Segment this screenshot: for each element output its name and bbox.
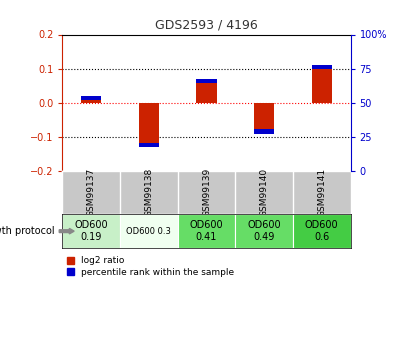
Bar: [312, 65, 332, 69]
Bar: [312, 65, 332, 103]
Text: OD600
0.49: OD600 0.49: [247, 220, 281, 242]
Bar: [139, 143, 159, 147]
Text: OD600 0.3: OD600 0.3: [127, 227, 171, 236]
Bar: [81, 96, 102, 103]
Text: OD600
0.19: OD600 0.19: [75, 220, 108, 242]
Legend: log2 ratio, percentile rank within the sample: log2 ratio, percentile rank within the s…: [67, 256, 235, 277]
Bar: [62, 214, 120, 248]
Bar: [196, 79, 217, 83]
Bar: [81, 96, 102, 100]
Bar: [254, 129, 274, 134]
Title: GDS2593 / 4196: GDS2593 / 4196: [155, 19, 258, 32]
Text: OD600
0.41: OD600 0.41: [190, 220, 223, 242]
Bar: [139, 103, 159, 147]
Text: OD600
0.6: OD600 0.6: [305, 220, 339, 242]
Bar: [235, 214, 293, 248]
Bar: [196, 79, 217, 103]
Text: GSM99137: GSM99137: [87, 168, 96, 217]
Bar: [254, 103, 274, 134]
Bar: [293, 214, 351, 248]
Text: GSM99139: GSM99139: [202, 168, 211, 217]
Bar: [120, 214, 178, 248]
Text: growth protocol: growth protocol: [0, 226, 54, 236]
Bar: [178, 214, 235, 248]
Text: GSM99140: GSM99140: [260, 168, 269, 217]
Text: GSM99141: GSM99141: [317, 168, 326, 217]
Text: GSM99138: GSM99138: [144, 168, 154, 217]
